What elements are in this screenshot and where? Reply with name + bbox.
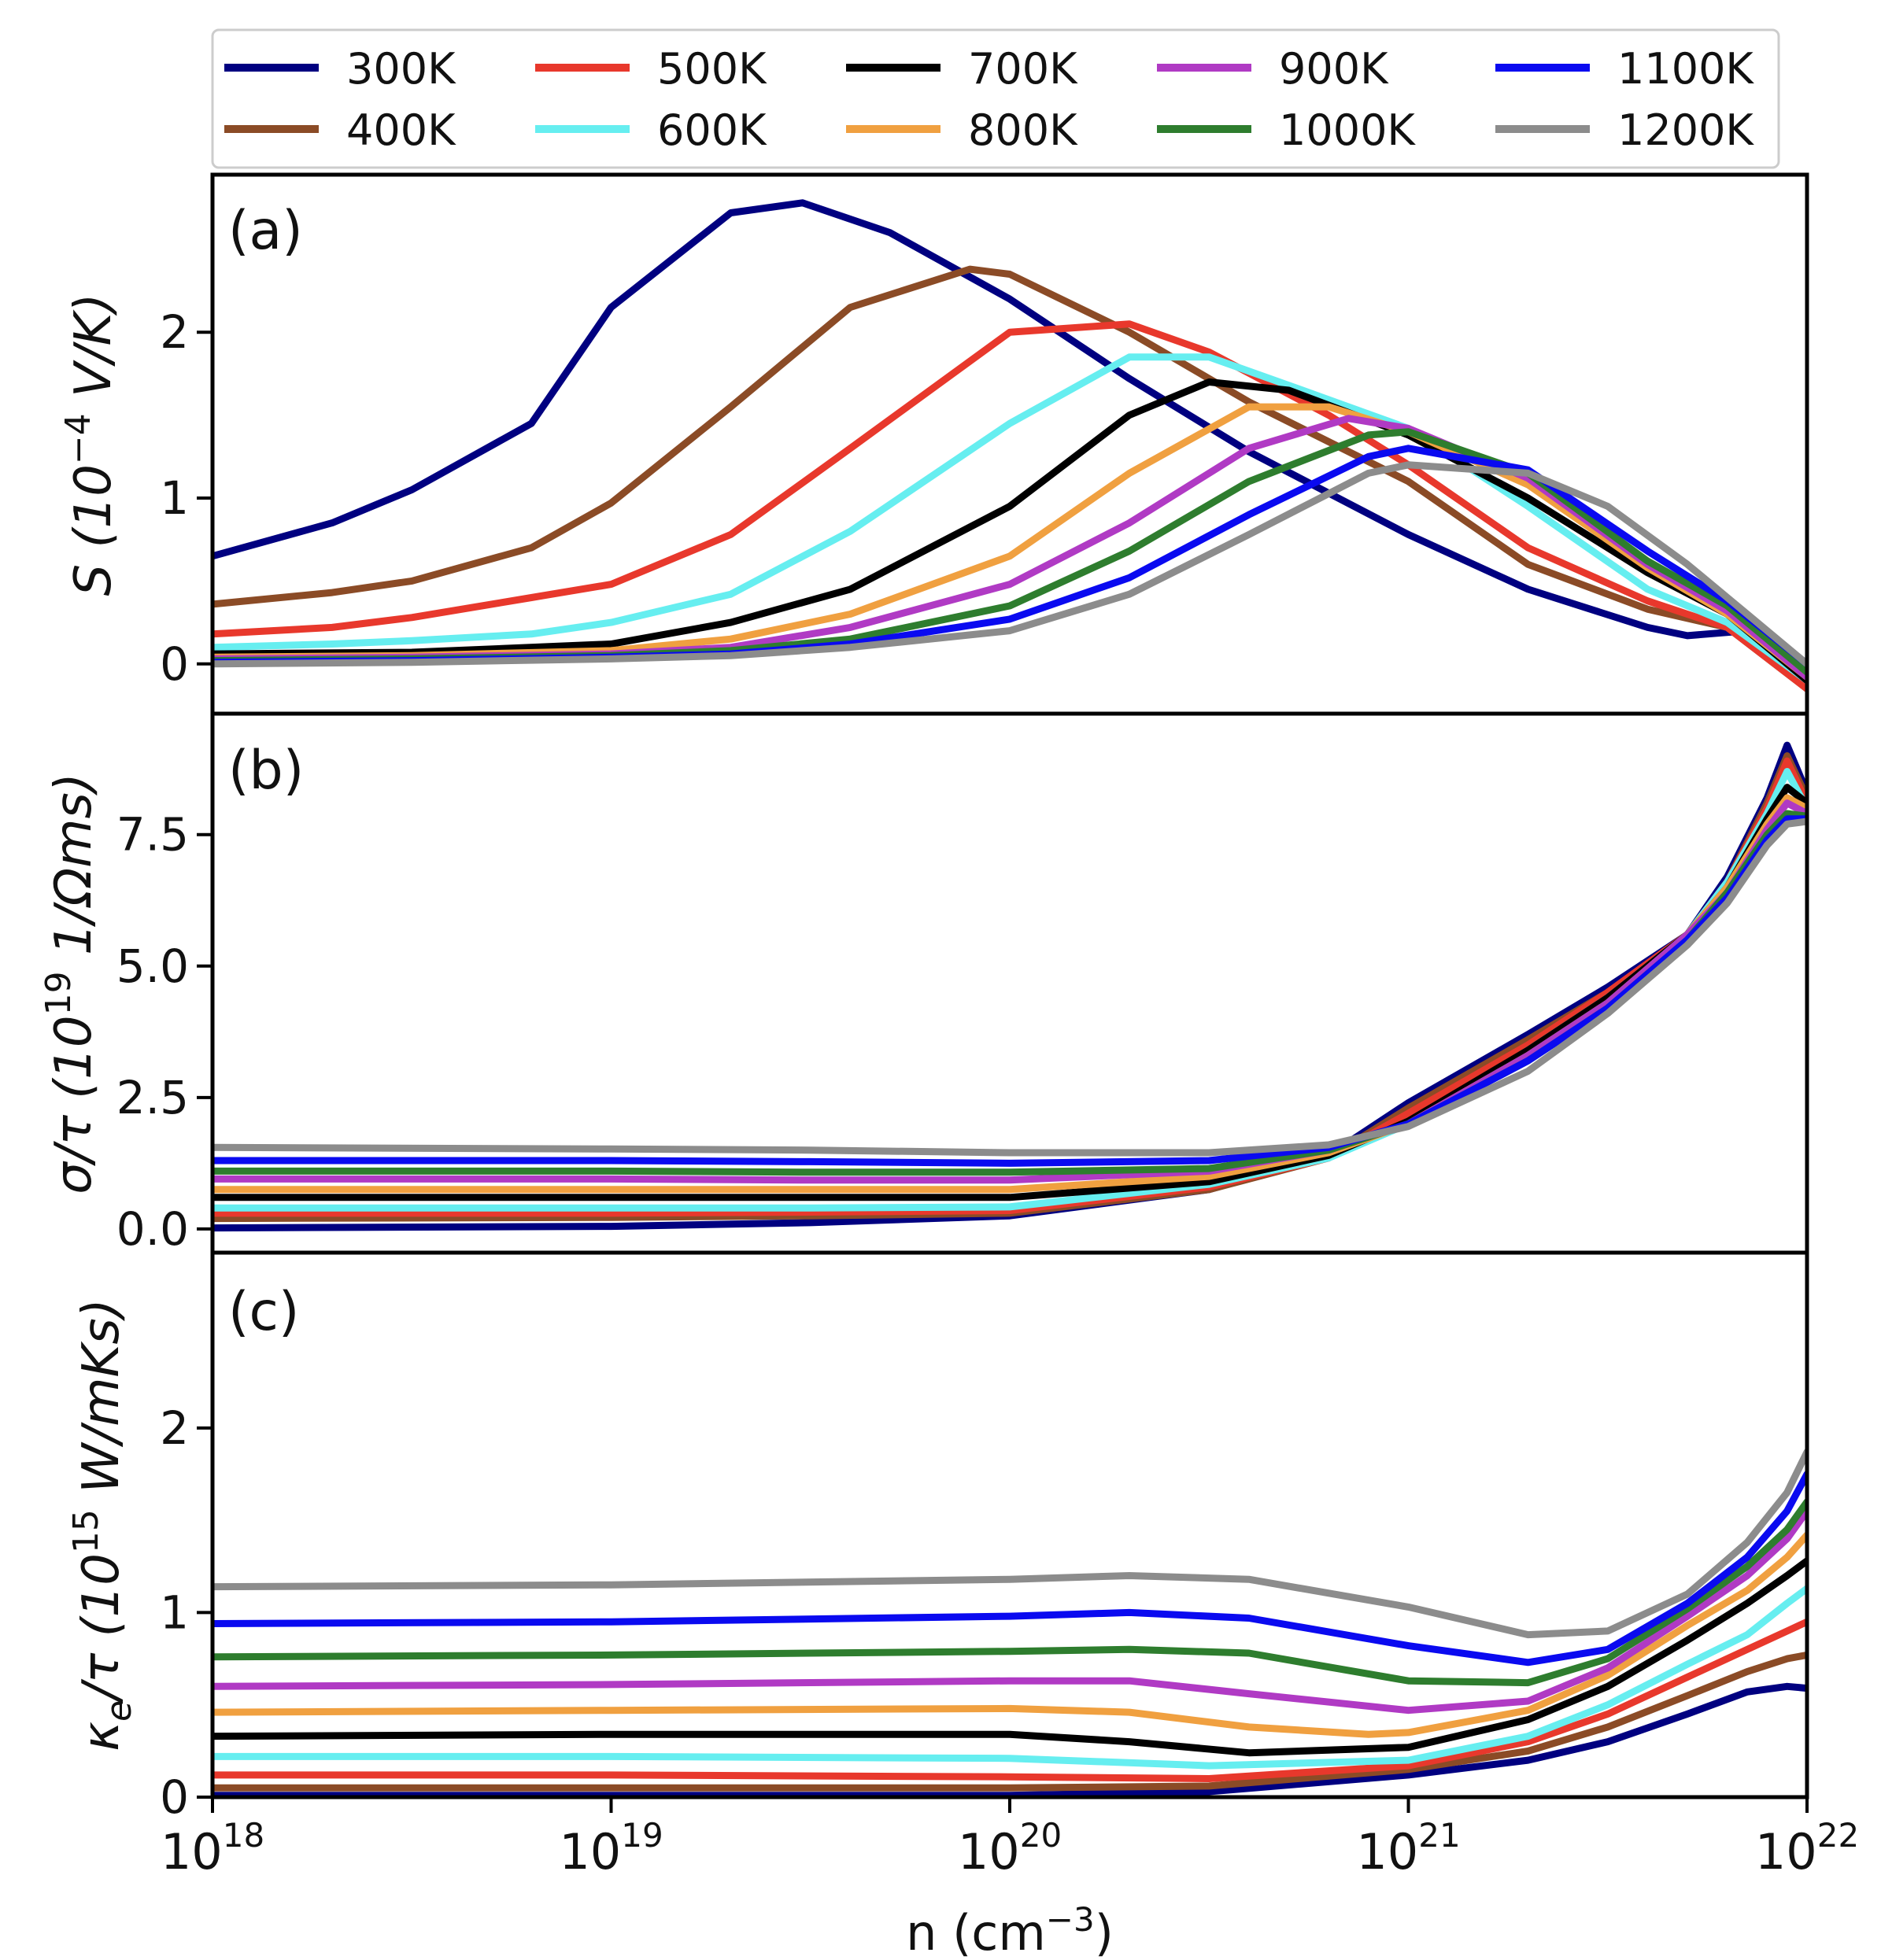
ytick-label-b-3: 7.5 xyxy=(116,808,189,862)
series-line-a-1200K xyxy=(212,461,1807,668)
ytick-label-a-1: 1 xyxy=(160,471,189,525)
series-line-c-800K xyxy=(212,1531,1807,1738)
legend-label-900K: 900K xyxy=(1279,44,1389,94)
series-line-b-700K xyxy=(212,784,1807,1201)
xtick-label-1: 1019 xyxy=(559,1816,663,1881)
x-axis: 1018 1019 1020 1021 1022 xyxy=(161,1797,1859,1881)
ytick-label-c-1: 1 xyxy=(160,1585,189,1639)
legend-label-500K: 500K xyxy=(657,44,767,94)
panel-c: 0 1 2 (c) κe/τ (1015 W/mKs) xyxy=(66,1250,1809,1824)
series-line-c-600K xyxy=(212,1585,1807,1770)
series-line-a-700K xyxy=(212,378,1807,685)
xtick-label-3: 1021 xyxy=(1356,1816,1460,1881)
x-axis-label-exp: −3 xyxy=(1046,1900,1095,1939)
panel-b-label: (b) xyxy=(228,740,304,802)
panel-a-label: (a) xyxy=(228,200,303,262)
series-line-b-1000K xyxy=(212,810,1807,1176)
series-line-a-300K xyxy=(212,199,1807,692)
panel-a: 0 1 2 (a) S (10−4 V/K) xyxy=(58,172,1809,716)
panel-a-ylabel-rest: V/K) xyxy=(65,293,123,414)
panel-a-ylabel-main: S (10 xyxy=(65,464,123,596)
panel-b-ylabel: σ/τ (1019 1/Ωms) xyxy=(39,773,103,1194)
panel-a-ylabel: S (10−4 V/K) xyxy=(58,293,123,596)
series-line-b-900K xyxy=(212,799,1807,1184)
legend-label-1100K: 1100K xyxy=(1617,44,1754,94)
panel-b-ylabel-rest: 1/Ωms) xyxy=(45,773,103,971)
ytick-label-c-2: 2 xyxy=(160,1401,189,1455)
panel-a-ylabel-exp: −4 xyxy=(58,413,98,464)
panel-b-series xyxy=(212,741,1807,1232)
series-line-c-1200K xyxy=(212,1448,1807,1639)
x-axis-label-main: n (cm xyxy=(906,1904,1046,1960)
series-line-c-1000K xyxy=(212,1498,1807,1687)
xtick-label-2: 1020 xyxy=(958,1816,1062,1881)
series-line-b-1200K xyxy=(212,818,1807,1157)
ytick-label-c-0: 0 xyxy=(160,1770,189,1824)
panel-a-yticks: 0 1 2 xyxy=(160,305,212,691)
series-line-b-600K xyxy=(212,768,1807,1212)
legend-label-300K: 300K xyxy=(346,44,456,94)
panel-c-ylabel-sub: e xyxy=(99,1700,139,1722)
panel-c-ylabel: κe/τ (1015 W/mKs) xyxy=(66,1298,139,1751)
legend-label-600K: 600K xyxy=(657,105,767,155)
legend-label-800K: 800K xyxy=(968,105,1078,155)
series-line-a-500K xyxy=(212,320,1807,692)
series-line-c-900K xyxy=(212,1507,1807,1715)
panel-b: 0.0 2.5 5.0 7.5 (b) σ/τ (1019 1/Ωms) xyxy=(39,711,1809,1256)
panel-c-ylabel-rest: W/mKs) xyxy=(72,1298,131,1509)
panel-c-ylabel-mid: /τ (10 xyxy=(72,1553,131,1704)
series-line-a-400K xyxy=(212,265,1807,692)
xtick-label-0: 1018 xyxy=(161,1816,264,1881)
panel-c-ylabel-exp: 15 xyxy=(66,1509,106,1553)
ytick-label-a-0: 0 xyxy=(160,637,189,691)
panel-b-ylabel-exp: 19 xyxy=(39,971,79,1015)
panel-c-label: (c) xyxy=(228,1281,299,1343)
panel-c-series xyxy=(212,1448,1807,1797)
series-line-c-400K xyxy=(212,1651,1807,1792)
ytick-label-b-1: 2.5 xyxy=(116,1071,189,1124)
ytick-label-b-0: 0.0 xyxy=(116,1202,189,1256)
legend-label-1000K: 1000K xyxy=(1279,105,1416,155)
panel-c-frame xyxy=(210,1250,1809,1799)
panel-b-yticks: 0.0 2.5 5.0 7.5 xyxy=(116,808,212,1256)
panel-c-ylabel-main: κ xyxy=(72,1722,131,1751)
panel-c-yticks: 0 1 2 xyxy=(160,1401,212,1824)
ytick-label-b-2: 5.0 xyxy=(116,939,189,993)
series-line-b-1100K xyxy=(212,815,1807,1167)
legend-label-1200K: 1200K xyxy=(1617,105,1754,155)
series-line-c-700K xyxy=(212,1557,1807,1757)
panel-a-series xyxy=(212,199,1807,692)
series-line-c-500K xyxy=(212,1618,1807,1782)
series-line-b-800K xyxy=(212,794,1807,1194)
x-axis-label-close: ) xyxy=(1095,1904,1114,1960)
legend-label-700K: 700K xyxy=(968,44,1078,94)
series-line-c-1100K xyxy=(212,1471,1807,1667)
legend: 300K 500K 700K 900K 1100K 400K 600K 800K 1000K 12… xyxy=(211,28,1780,169)
panel-b-ylabel-main: σ/τ (10 xyxy=(45,1015,103,1194)
series-line-a-600K xyxy=(212,353,1807,685)
ytick-label-a-2: 2 xyxy=(160,305,189,359)
x-axis-label: n (cm−3) xyxy=(906,1900,1114,1960)
legend-label-400K: 400K xyxy=(346,105,456,155)
xtick-label-4: 1022 xyxy=(1755,1816,1859,1881)
